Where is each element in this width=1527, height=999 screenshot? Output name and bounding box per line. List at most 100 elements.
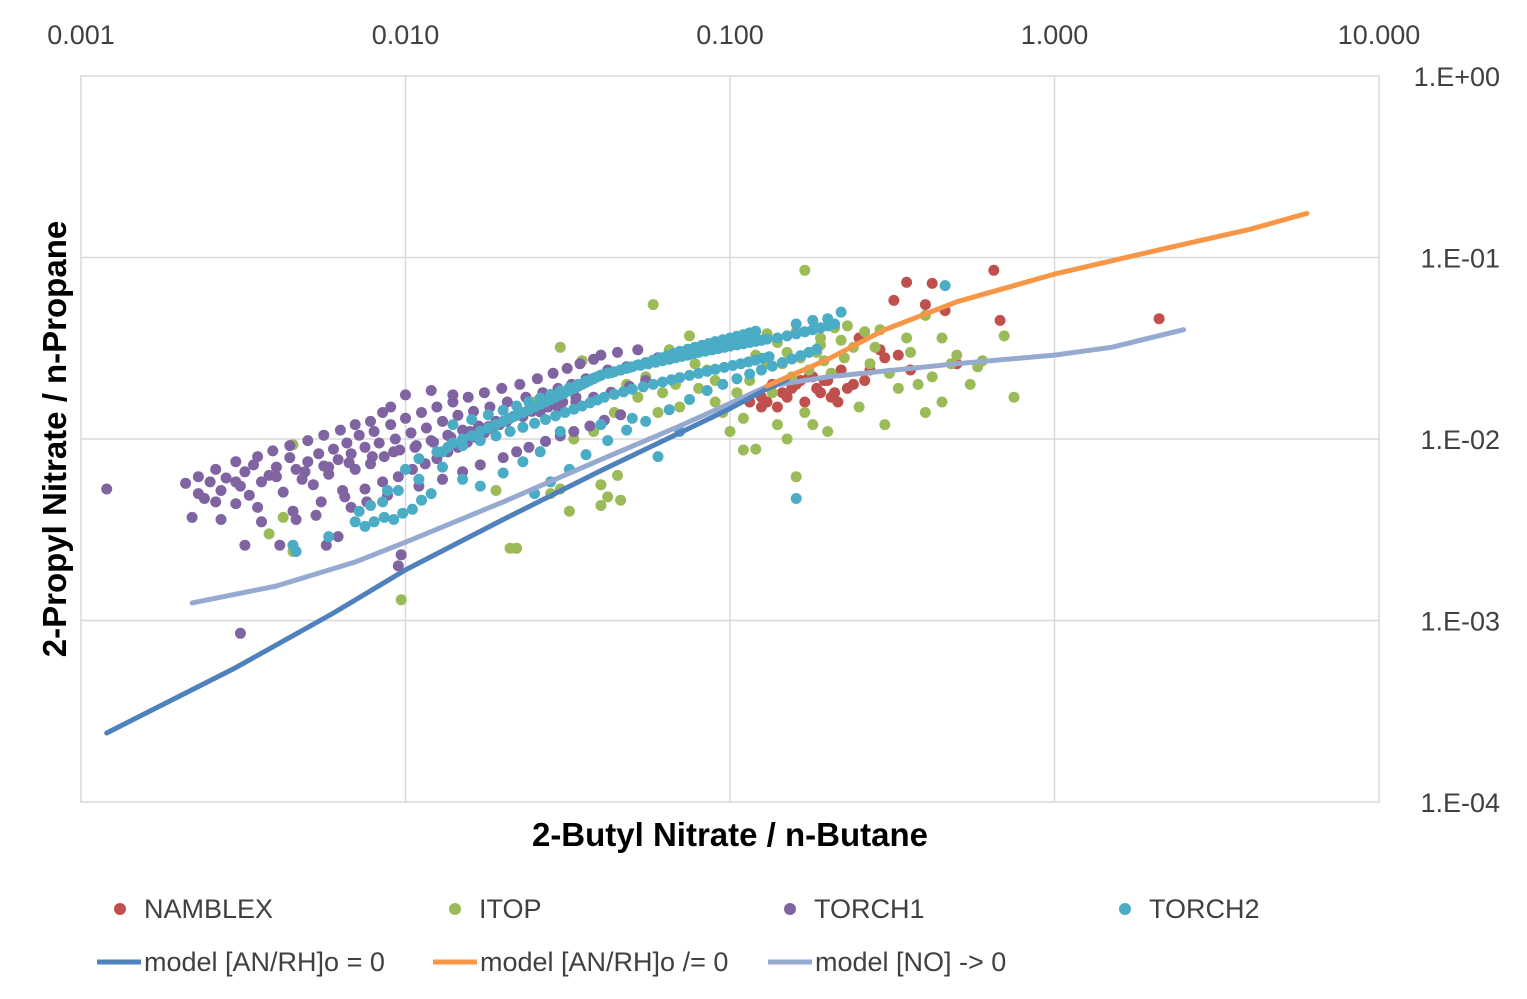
data-point [511,542,523,554]
data-point [598,391,610,403]
data-point [270,461,282,473]
data-point [584,420,596,432]
data-point [790,318,802,330]
data-point [345,448,357,460]
data-point [879,352,891,364]
data-point [388,514,400,525]
data-point [359,520,371,532]
data-point [378,451,390,463]
data-point [339,491,351,503]
data-point [501,396,513,408]
data-point [595,349,607,361]
data-point [343,457,355,469]
data-point [838,352,850,364]
data-point [595,419,607,431]
data-point [230,456,242,468]
data-point [409,441,421,453]
data-point [392,560,404,572]
data-point [482,409,494,421]
data-point [554,385,566,397]
data-point [400,389,411,401]
data-point [919,407,931,418]
data-point [632,391,644,403]
data-point [799,407,811,418]
data-point [243,489,255,501]
data-point [626,412,638,424]
data-point [731,373,743,385]
data-point [385,419,397,431]
data-point [693,367,705,379]
data-point [353,429,365,441]
data-point [1153,313,1165,325]
data-point [776,387,788,399]
data-point [892,382,904,394]
data-point [504,426,516,437]
data-point [626,383,638,395]
data-point [647,378,659,390]
data-point [608,388,620,400]
data-point [353,505,365,517]
scatter-points [101,264,1165,639]
data-point [514,378,526,390]
data-point [701,385,713,396]
data-point [274,539,286,551]
data-point [359,441,371,453]
data-point [561,362,573,374]
data-point [332,531,344,543]
data-point [186,511,198,523]
data-point [416,407,427,418]
data-point [531,373,543,385]
data-point [951,349,963,361]
data-point [215,514,227,525]
data-point [684,330,695,342]
data-point [771,401,783,413]
data-point [693,382,705,394]
data-point [919,299,931,311]
data-point [841,320,853,332]
data-point [892,349,904,361]
data-point [290,463,302,475]
data-point [853,401,865,413]
data-point [204,476,216,488]
data-point [517,456,529,468]
data-point [1008,391,1020,403]
data-point [248,459,259,471]
data-point [602,491,614,503]
legend-label: NAMBLEX [144,894,273,924]
data-point [466,414,478,425]
data-point [474,435,486,447]
data-point [313,448,325,460]
data-point [786,382,798,394]
data-point [612,346,623,358]
data-point [761,333,773,345]
data-point [349,419,361,431]
data-point [737,412,749,424]
data-point [936,332,948,344]
data-point [377,407,389,418]
data-point [368,516,380,528]
data-point [615,364,627,376]
data-point [832,396,844,408]
data-point [545,388,557,400]
data-point [637,381,649,393]
data-point [413,473,425,485]
data-point [341,437,353,449]
data-point [709,396,721,408]
data-point [615,494,627,506]
data-point [457,440,469,452]
x-tick-label: 0.100 [696,20,764,50]
data-point [674,372,686,384]
data-point [447,419,459,431]
data-point [256,476,267,488]
data-point [618,386,630,398]
data-point [517,421,529,433]
data-point [795,350,807,362]
data-point [198,493,210,504]
data-point [724,426,736,437]
data-point [377,496,389,508]
data-point [926,277,938,289]
data-point [320,539,332,551]
data-point [615,409,627,421]
data-point [689,358,701,370]
data-point [220,472,232,484]
